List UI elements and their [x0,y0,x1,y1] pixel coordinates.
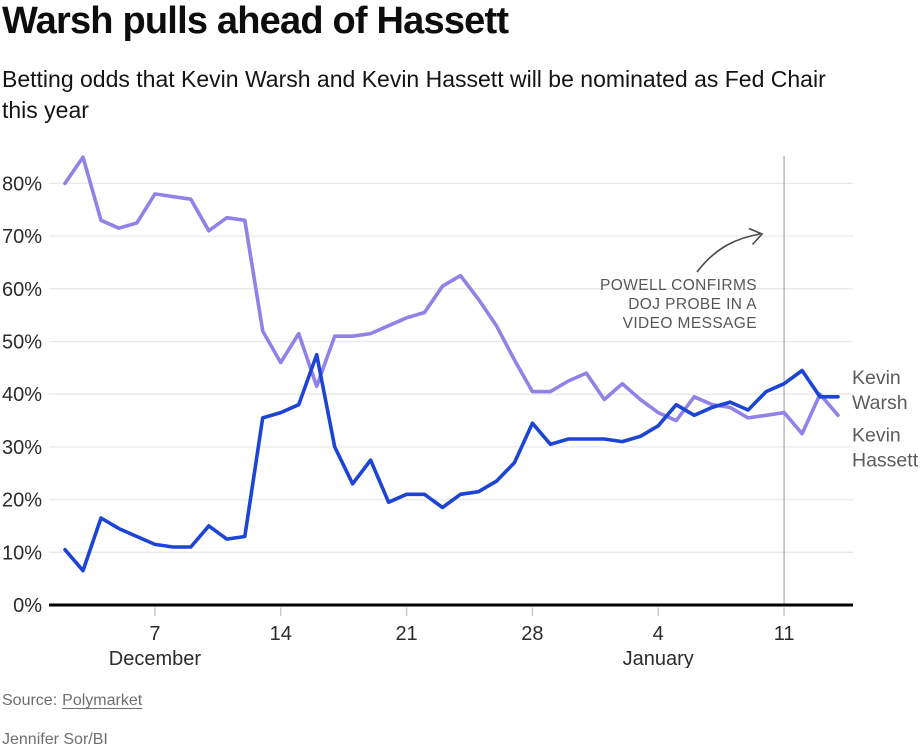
svg-text:DOJ PROBE IN A: DOJ PROBE IN A [628,296,757,313]
annotation-arrowhead [748,227,764,246]
svg-text:70%: 70% [2,226,42,248]
svg-text:21: 21 [395,623,417,645]
svg-text:VIDEO MESSAGE: VIDEO MESSAGE [623,315,757,332]
annotation-arrow [696,233,761,273]
svg-text:20%: 20% [2,490,42,512]
svg-text:10%: 10% [2,542,42,564]
svg-text:7: 7 [149,623,160,645]
svg-text:Warsh: Warsh [852,392,908,414]
svg-text:50%: 50% [2,332,42,354]
svg-text:0%: 0% [13,595,42,617]
source-line: Source: Polymarket [2,692,142,710]
month-label: December [109,648,202,668]
credit-line: Jennifer Sor/BI [2,731,108,748]
svg-text:80%: 80% [2,173,42,195]
chart-subtitle: Betting odds that Kevin Warsh and Kevin … [2,66,826,124]
svg-text:11: 11 [774,623,795,645]
source-label: Source: [2,692,58,709]
svg-text:28: 28 [521,623,543,645]
svg-text:30%: 30% [2,437,42,459]
odds-line-chart: 0% 10% 20% 30% 40% 50% 60% 70% 80% 7 14 21 28 4 11 Dece… [2,155,919,668]
page-title: Warsh pulls ahead of Hassett [2,0,509,42]
svg-text:Hassett: Hassett [852,449,919,471]
month-label: January [623,648,694,668]
source-link[interactable]: Polymarket [62,692,143,709]
svg-text:40%: 40% [2,384,42,406]
svg-text:Kevin: Kevin [852,424,901,446]
powell-annotation: POWELL CONFIRMS DOJ PROBE IN A VIDEO MESSA… [600,227,764,332]
y-axis-labels: 0% 10% 20% 30% 40% 50% 60% 70% 80% [2,173,42,617]
svg-text:60%: 60% [2,279,42,301]
kevin-warsh-label: Kevin Warsh [852,367,908,414]
svg-text:POWELL CONFIRMS: POWELL CONFIRMS [600,277,757,294]
kevin-hassett-line [63,155,840,436]
svg-text:4: 4 [653,623,664,645]
svg-text:14: 14 [270,623,292,645]
svg-text:Kevin: Kevin [852,367,901,389]
gridlines [49,182,853,553]
kevin-hassett-label: Kevin Hassett [852,424,919,471]
x-axis-ticks: 7 14 21 28 4 11 December January [109,607,795,668]
kevin-warsh-line [63,352,840,573]
